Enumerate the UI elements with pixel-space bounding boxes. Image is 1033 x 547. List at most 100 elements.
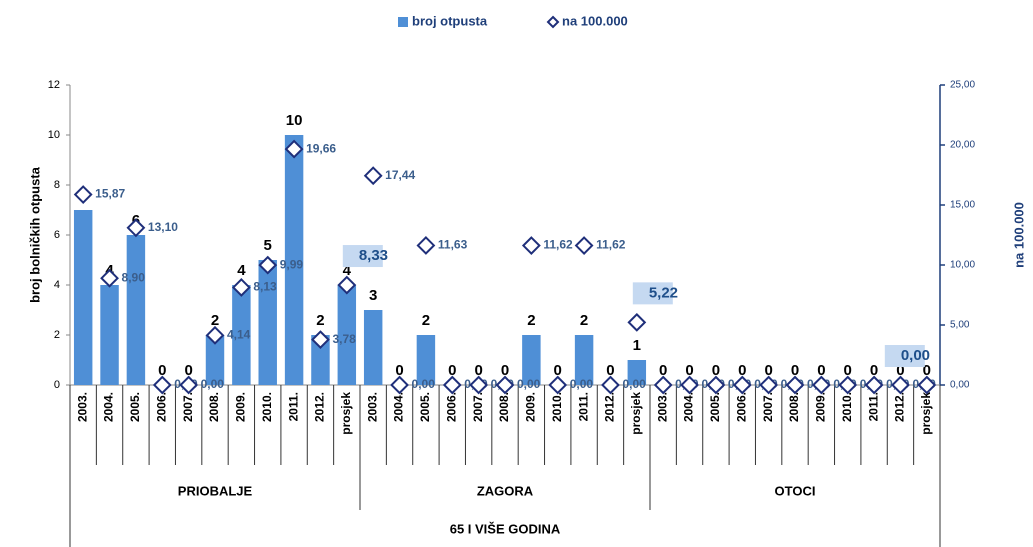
bar-label: 1 [633,337,641,354]
bar-label: 0 [738,362,746,379]
legend-label: na 100.000 [562,13,628,28]
bar-label: 0 [712,362,720,379]
value-label: 19,66 [306,141,336,155]
marker [100,268,119,288]
bar-label: 0 [501,362,509,379]
x-tick-label: 2010. [840,392,854,422]
bar-label: 0 [659,362,667,379]
x-tick-label: 2011. [286,392,300,421]
group-label: OTOCI [775,483,816,498]
bar-label: 2 [316,312,324,329]
y2-axis-label: na 100.000 [1011,202,1026,268]
marker [179,375,199,395]
x-tick-label: 2009. [234,392,248,422]
bar [627,360,647,385]
group-title: 65 I VIŠE GODINA [450,521,561,536]
value-label: 15,87 [95,187,125,201]
value-label-box [632,282,673,305]
x-tick-label: prosjek [919,392,933,435]
marker [785,375,805,395]
marker [284,139,304,159]
marker [469,375,489,395]
value-label: 0,00 [901,347,930,364]
bar-label: 0 [870,362,878,379]
value-label: 4,14 [227,327,251,341]
value-label: 0,00 [570,377,594,391]
marker [337,275,357,295]
marker [811,375,831,395]
x-tick-label: 2004. [682,392,696,422]
marker [231,278,251,297]
marker [732,375,752,395]
legend-label: broj otpusta [412,13,488,28]
bar [363,310,383,385]
value-label: 8,13 [253,280,277,294]
x-tick-label: 2004. [392,392,406,422]
bar-label: 2 [527,312,535,329]
x-tick-label: 2010. [550,392,564,422]
bar-label: 3 [369,287,377,304]
value-label: 11,62 [543,238,573,252]
bar-label: 2 [422,312,430,329]
bar [522,335,541,385]
legend-swatch [546,15,560,29]
bar [205,335,225,385]
value-label: 0,00 [412,377,436,391]
bar-label: 0 [448,362,456,379]
bar-label: 0 [764,362,772,379]
x-tick-label: 2008. [787,392,801,422]
bar-label: 0 [554,362,562,379]
marker [759,375,779,395]
bar-label: 5 [264,237,272,254]
bar-label: 0 [395,362,403,379]
x-tick-label: 2012. [313,392,327,422]
bar-label: 0 [896,362,904,379]
x-tick-label: 2008. [497,392,511,422]
y2-tick-label: 10,00 [950,260,975,271]
y-tick-label: 10 [48,129,60,141]
value-label: 13,10 [148,220,178,234]
marker [416,236,436,255]
y2-tick-label: 5,00 [950,320,970,331]
bar [232,285,251,385]
bar [337,285,357,385]
x-tick-label: 2006. [734,392,748,422]
marker [627,312,647,332]
x-tick-label: prosjek [339,392,353,435]
bar [126,235,146,385]
bar-label: 4 [237,262,246,279]
value-label: 11,62 [596,238,626,252]
x-tick-label: 2012. [603,392,617,422]
marker [152,375,172,395]
x-tick-label: 2008. [207,392,221,422]
marker [363,166,383,186]
marker [864,375,884,395]
x-tick-label: prosjek [629,392,643,435]
marker [495,375,515,395]
x-tick-label: 2006. [154,392,168,422]
group-label: ZAGORA [477,483,534,498]
y-tick-label: 12 [48,79,60,91]
bar [574,335,594,385]
marker [680,375,699,395]
bar-label: 0 [158,362,166,379]
bar [73,210,93,385]
y2-tick-label: 15,00 [950,200,975,211]
y-axis-label: broj bolničkih otpusta [27,166,42,303]
bar-label: 0 [184,362,192,379]
x-tick-label: 2003. [75,392,89,422]
y-tick-label: 8 [54,179,60,191]
bar-label: 0 [923,362,931,379]
value-label: 17,44 [385,168,415,182]
x-tick-label: 2005. [128,392,142,422]
bar-label: 0 [685,362,693,379]
bar-label: 10 [286,112,303,129]
value-label-box [342,245,383,268]
value-label: 9,99 [280,257,304,271]
marker [574,236,594,255]
bar-label: 2 [211,312,219,329]
marker [891,375,910,395]
y-tick-label: 4 [54,279,60,291]
x-tick-label: 2004. [102,392,116,422]
